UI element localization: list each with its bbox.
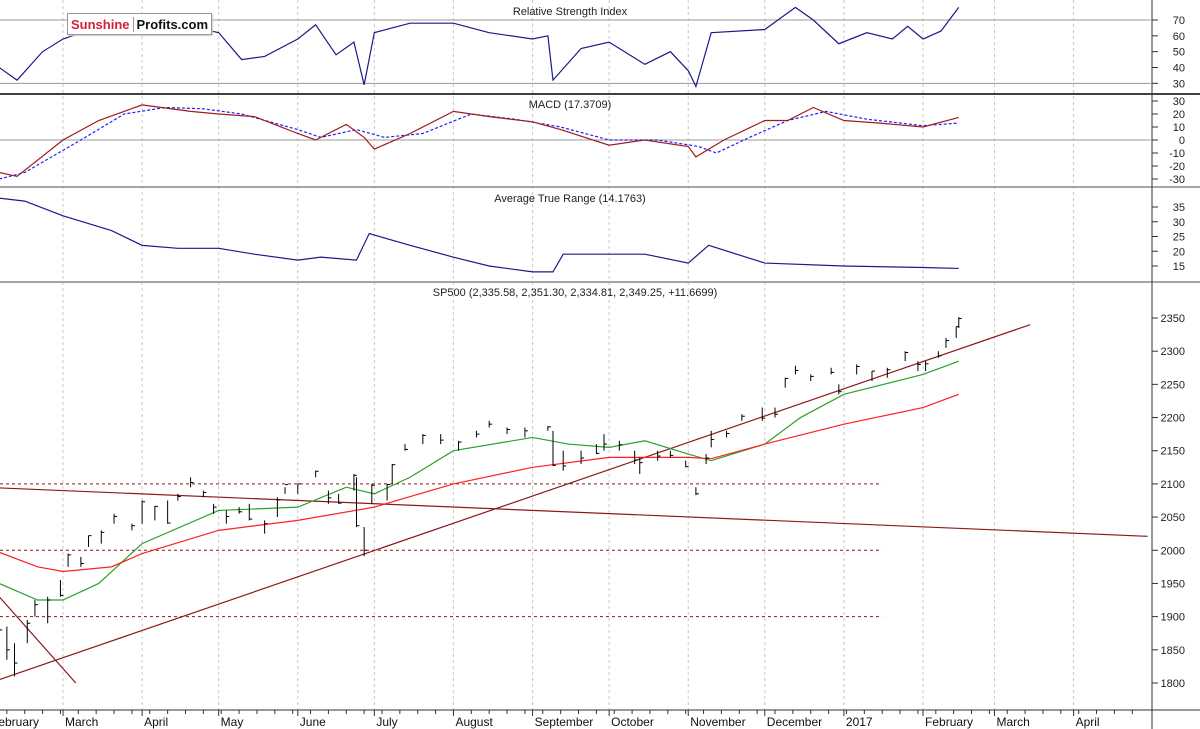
moving-average-line: [0, 393, 959, 573]
month-label: September: [535, 715, 594, 729]
price-y-tick-label: 1850: [1161, 645, 1185, 657]
month-label: October: [611, 715, 654, 729]
month-label: February: [925, 715, 973, 729]
rsi-y-tick-label: 40: [1173, 62, 1185, 74]
macd-y-tick-label: 20: [1173, 109, 1185, 121]
rsi-title: Relative Strength Index: [513, 6, 628, 18]
macd-y-tick-label: -20: [1169, 161, 1185, 173]
moving-average-line: [0, 360, 959, 601]
trendline: [0, 324, 1031, 681]
macd-y-tick-label: -30: [1169, 174, 1185, 186]
price-y-tick-label: 2200: [1161, 413, 1185, 425]
price-y-tick-label: 1950: [1161, 578, 1185, 590]
macd-y-tick-label: 0: [1179, 135, 1185, 147]
macd-signal-line: [0, 106, 959, 180]
atr-y-tick-label: 30: [1173, 217, 1185, 229]
macd-y-tick-label: -10: [1169, 148, 1185, 160]
month-label: August: [455, 715, 493, 729]
month-label: February: [0, 715, 39, 729]
month-label: 2017: [846, 715, 873, 729]
price-y-tick-label: 2300: [1161, 346, 1185, 358]
logo-part-sunshine: Sunshine: [68, 16, 134, 32]
logo-part-profits: Profits.com: [136, 16, 209, 32]
rsi-y-tick-label: 70: [1173, 15, 1185, 27]
atr-y-tick-label: 35: [1173, 202, 1185, 214]
atr-y-tick-label: 20: [1173, 246, 1185, 258]
atr-y-tick-label: 25: [1173, 232, 1185, 244]
price-y-tick-label: 2150: [1161, 446, 1185, 458]
macd-title: MACD (17.3709): [529, 99, 612, 111]
price-y-tick-label: 2050: [1161, 512, 1185, 524]
axes: February March April May June July August Septe…: [0, 15, 1185, 729]
month-label: April: [1076, 715, 1100, 729]
trendline: [0, 487, 1148, 537]
sunshine-profits-logo: Sunshine Profits.com: [67, 13, 213, 35]
month-label: July: [376, 715, 397, 729]
atr-line: [0, 197, 959, 273]
month-label: May: [221, 715, 244, 729]
macd-y-tick-label: 30: [1173, 96, 1185, 108]
price-y-tick-label: 1800: [1161, 678, 1185, 690]
price-y-tick-label: 2000: [1161, 545, 1185, 557]
price-y-tick-label: 2250: [1161, 379, 1185, 391]
price-title: SP500 (2,335.58, 2,351.30, 2,334.81, 2,3…: [433, 287, 718, 299]
rsi-y-tick-label: 30: [1173, 78, 1185, 90]
macd-y-tick-label: 10: [1173, 122, 1185, 134]
month-label: June: [300, 715, 326, 729]
price-y-tick-label: 2350: [1161, 313, 1185, 325]
macd-line: [0, 104, 959, 178]
price-y-tick-label: 1900: [1161, 612, 1185, 624]
month-label: March: [996, 715, 1029, 729]
atr-y-tick-label: 15: [1173, 261, 1185, 273]
rsi-y-tick-label: 60: [1173, 31, 1185, 43]
rsi-y-tick-label: 50: [1173, 47, 1185, 59]
month-label: March: [65, 715, 98, 729]
month-gridlines: [62, 0, 1075, 710]
price-y-tick-label: 2100: [1161, 479, 1185, 491]
month-label: December: [767, 715, 822, 729]
trendline: [0, 596, 77, 684]
atr-title: Average True Range (14.1763): [494, 193, 645, 205]
month-label: April: [144, 715, 168, 729]
month-label: November: [690, 715, 745, 729]
